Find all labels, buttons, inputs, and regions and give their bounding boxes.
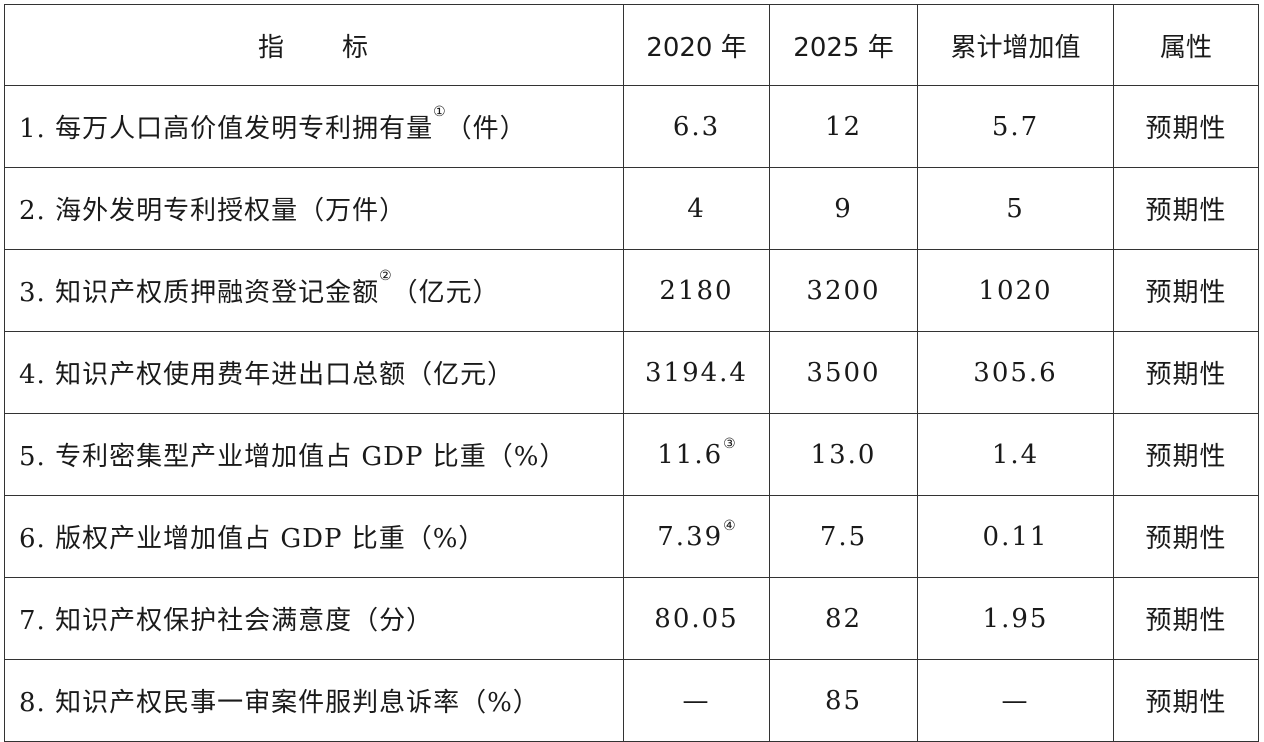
table-row: 2. 海外发明专利授权量（万件） 4 9 5 预期性 [4,167,1259,250]
value-2025: 12 [769,85,918,168]
value-increase: 1020 [917,249,1114,332]
value-increase: 5 [917,167,1114,250]
value-2020: 80.05 [623,577,770,660]
attribute-value: 预期性 [1113,85,1259,168]
attribute-value: 预期性 [1113,249,1259,332]
indicator-name: 7. 知识产权保护社会满意度（分） [4,577,624,660]
footnote-marker: ③ [723,435,736,452]
value-2025: 9 [769,167,918,250]
attribute-value: 预期性 [1113,659,1259,742]
header-attribute: 属性 [1113,4,1259,86]
indicator-name-text: 1. 每万人口高价值发明专利拥有量 [19,114,434,144]
value-increase: 0.11 [917,495,1114,578]
value-2020: 2180 [623,249,770,332]
indicator-name: 8. 知识产权民事一审案件服判息诉率（%） [4,659,624,742]
indicator-name-text: 3. 知识产权质押融资登记金额 [19,278,380,308]
value-increase: 305.6 [917,331,1114,414]
table-row: 5. 专利密集型产业增加值占 GDP 比重（%） 11.6③ 13.0 1.4 … [4,413,1259,496]
attribute-value: 预期性 [1113,495,1259,578]
value-2020: 3194.4 [623,331,770,414]
value-2025: 85 [769,659,918,742]
indicator-name: 2. 海外发明专利授权量（万件） [4,167,624,250]
value-increase: — [917,659,1114,742]
value-2020-text: 11.6 [657,439,724,470]
indicator-name: 4. 知识产权使用费年进出口总额（亿元） [4,331,624,414]
attribute-value: 预期性 [1113,577,1259,660]
value-2025: 3200 [769,249,918,332]
attribute-value: 预期性 [1113,167,1259,250]
value-2020: 11.6③ [623,413,770,496]
value-2020: 7.39④ [623,495,770,578]
footnote-marker: ① [433,104,446,120]
value-2020-text: 6.3 [672,111,721,142]
value-2025: 82 [769,577,918,660]
footnote-marker: ④ [723,517,736,534]
indicator-unit: （件） [445,114,527,144]
header-increase: 累计增加值 [917,4,1114,86]
value-2020-text: 7.39 [657,521,724,552]
table-row: 7. 知识产权保护社会满意度（分） 80.05 82 1.95 预期性 [4,577,1259,660]
value-2020: 6.3 [623,85,770,168]
value-2025: 3500 [769,331,918,414]
indicator-name: 3. 知识产权质押融资登记金额②（亿元） [4,249,624,332]
indicator-name: 1. 每万人口高价值发明专利拥有量①（件） [4,85,624,168]
table-row: 3. 知识产权质押融资登记金额②（亿元） 2180 3200 1020 预期性 [4,249,1259,332]
header-2025: 2025 年 [769,4,918,86]
header-indicator: 指 标 [4,4,624,86]
attribute-value: 预期性 [1113,413,1259,496]
table-row: 4. 知识产权使用费年进出口总额（亿元） 3194.4 3500 305.6 预… [4,331,1259,414]
footnote-marker: ② [379,268,392,284]
indicator-name: 5. 专利密集型产业增加值占 GDP 比重（%） [4,413,624,496]
indicator-name: 6. 版权产业增加值占 GDP 比重（%） [4,495,624,578]
value-2025: 7.5 [769,495,918,578]
value-2020: — [623,659,770,742]
indicator-unit: （亿元） [391,278,500,308]
header-2020: 2020 年 [623,4,770,86]
table-row: 6. 版权产业增加值占 GDP 比重（%） 7.39④ 7.5 0.11 预期性 [4,495,1259,578]
table-row: 8. 知识产权民事一审案件服判息诉率（%） — 85 — 预期性 [4,659,1259,742]
indicator-table-container: 指 标 2020 年 2025 年 累计增加值 属性 1. 每万人口高价值发明专… [4,4,1259,742]
attribute-value: 预期性 [1113,331,1259,414]
table-header-row: 指 标 2020 年 2025 年 累计增加值 属性 [4,4,1259,86]
value-2025: 13.0 [769,413,918,496]
value-increase: 1.4 [917,413,1114,496]
value-2020: 4 [623,167,770,250]
indicator-table: 指 标 2020 年 2025 年 累计增加值 属性 1. 每万人口高价值发明专… [4,4,1259,742]
table-row: 1. 每万人口高价值发明专利拥有量①（件） 6.3 12 5.7 预期性 [4,85,1259,168]
value-increase: 5.7 [917,85,1114,168]
value-increase: 1.95 [917,577,1114,660]
